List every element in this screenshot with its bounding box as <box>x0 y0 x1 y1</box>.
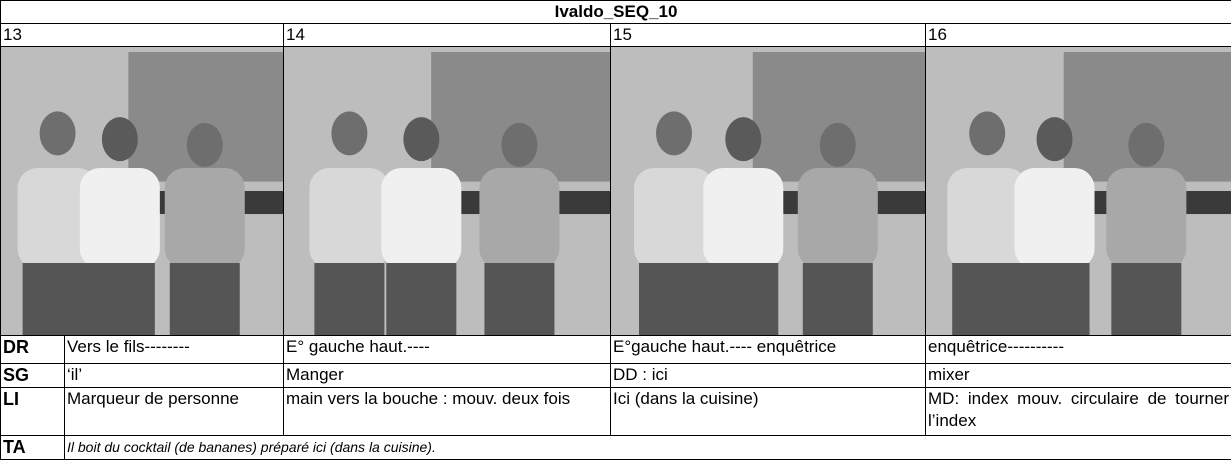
head <box>403 117 440 162</box>
head <box>656 111 692 156</box>
table-title: Ivaldo_SEQ_10 <box>0 0 1231 24</box>
legs <box>22 263 93 335</box>
legs <box>386 263 457 335</box>
body <box>79 167 160 269</box>
body <box>1106 167 1187 269</box>
row-label: LI <box>0 387 65 436</box>
body <box>479 167 560 269</box>
frame-image <box>283 46 611 336</box>
row-label: TA <box>0 435 65 460</box>
legs <box>314 263 385 335</box>
frame-number: 16 <box>924 23 1231 47</box>
dr-cell: enquêtrice---------- <box>924 335 1231 364</box>
head <box>501 122 538 167</box>
sg-cell: ‘il’ <box>64 363 284 388</box>
frame-image <box>610 46 926 336</box>
dr-cell: E° gauche haut.---- <box>283 335 611 364</box>
body <box>381 167 462 269</box>
body <box>164 167 245 269</box>
dr-cell: Vers le fils-------- <box>64 335 284 364</box>
row-label: SG <box>0 363 65 388</box>
legs <box>1019 263 1090 335</box>
legs <box>639 263 709 335</box>
photo <box>611 47 925 335</box>
frame-number: 14 <box>283 23 611 47</box>
body <box>797 167 878 269</box>
li-cell: Ici (dans la cuisine) <box>610 387 926 436</box>
ta-cell: Il boit du cocktail (de bananes) préparé… <box>63 435 1231 460</box>
head <box>331 111 368 156</box>
head <box>725 117 762 162</box>
head <box>819 122 856 167</box>
frame-image <box>924 46 1231 336</box>
legs <box>802 263 873 335</box>
body <box>703 167 784 269</box>
body <box>309 167 390 269</box>
legs <box>708 263 779 335</box>
legs <box>1111 263 1182 335</box>
li-cell: Marqueur de personne <box>64 387 284 436</box>
legs <box>952 263 1023 335</box>
photo <box>1 47 283 335</box>
li-cell: main vers la bouche : mouv. deux fois <box>283 387 611 436</box>
photo <box>926 47 1231 335</box>
sg-cell: DD : ici <box>610 363 926 388</box>
head <box>969 111 1006 156</box>
head <box>186 122 223 167</box>
dr-cell: E°gauche haut.---- enquêtrice <box>610 335 926 364</box>
head <box>101 117 138 162</box>
head <box>1128 122 1165 167</box>
li-cell: MD: index mouv. circulaire de tourner l’… <box>924 387 1231 436</box>
photo <box>284 47 610 335</box>
sg-cell: mixer <box>924 363 1231 388</box>
legs <box>84 263 155 335</box>
body <box>634 167 714 269</box>
frame-image <box>0 46 284 336</box>
head <box>39 111 76 156</box>
frame-number: 15 <box>610 23 926 47</box>
legs <box>169 263 240 335</box>
body <box>17 167 98 269</box>
sg-cell: Manger <box>283 363 611 388</box>
row-label: DR <box>0 335 65 364</box>
body <box>1014 167 1095 269</box>
legs <box>484 263 555 335</box>
frame-number: 13 <box>0 23 284 47</box>
body <box>947 167 1028 269</box>
head <box>1036 117 1073 162</box>
